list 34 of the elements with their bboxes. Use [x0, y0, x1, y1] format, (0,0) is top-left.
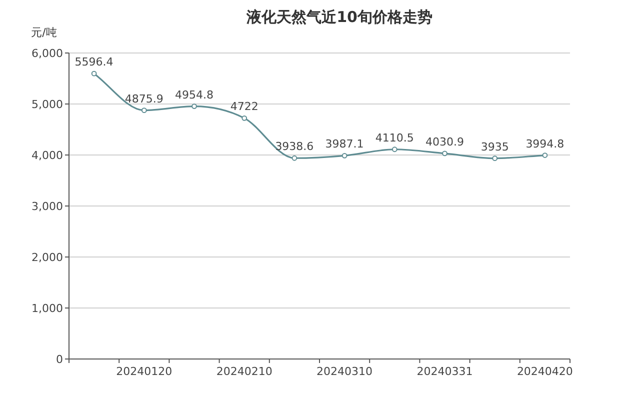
point	[492, 156, 498, 162]
data-label: 4030.9	[426, 135, 464, 148]
chart-title: 液化天然气近10旬价格走势	[246, 8, 432, 26]
data-label: 4722	[230, 100, 258, 114]
point	[542, 152, 548, 158]
y-tick-label: 4,000	[32, 149, 63, 162]
x-tick-label: 20240310	[316, 365, 373, 378]
point	[442, 150, 448, 156]
y-tick-label: 1,000	[32, 302, 63, 315]
data-label: 3987.1	[325, 138, 364, 151]
x-tick-label: 20240210	[216, 365, 272, 378]
data-label: 4875.9	[124, 92, 164, 106]
data-label: 4954.8	[175, 88, 214, 102]
point	[242, 115, 248, 121]
y-axis-title: 元/吨	[31, 26, 57, 39]
x-tick-label: 20240420	[516, 365, 573, 378]
x-tick-label: 20240120	[116, 365, 172, 378]
y-tick-label: 5,000	[32, 98, 63, 111]
point	[292, 155, 298, 161]
point	[342, 152, 348, 158]
y-tick-label: 0	[56, 353, 63, 366]
data-label: 4110.5	[375, 131, 414, 144]
data-label: 3938.6	[275, 140, 314, 154]
point	[192, 104, 197, 110]
y-tick-label: 2,000	[32, 251, 63, 264]
data-label: 3994.8	[526, 137, 564, 150]
data-label: 3935	[480, 140, 509, 154]
x-tick-label: 20240331	[416, 365, 473, 378]
point	[141, 108, 147, 114]
data-label: 5596.4	[74, 56, 114, 69]
point	[91, 70, 97, 76]
y-tick-label: 6,000	[32, 47, 63, 60]
point	[392, 146, 398, 152]
y-tick-label: 3,000	[32, 200, 63, 213]
